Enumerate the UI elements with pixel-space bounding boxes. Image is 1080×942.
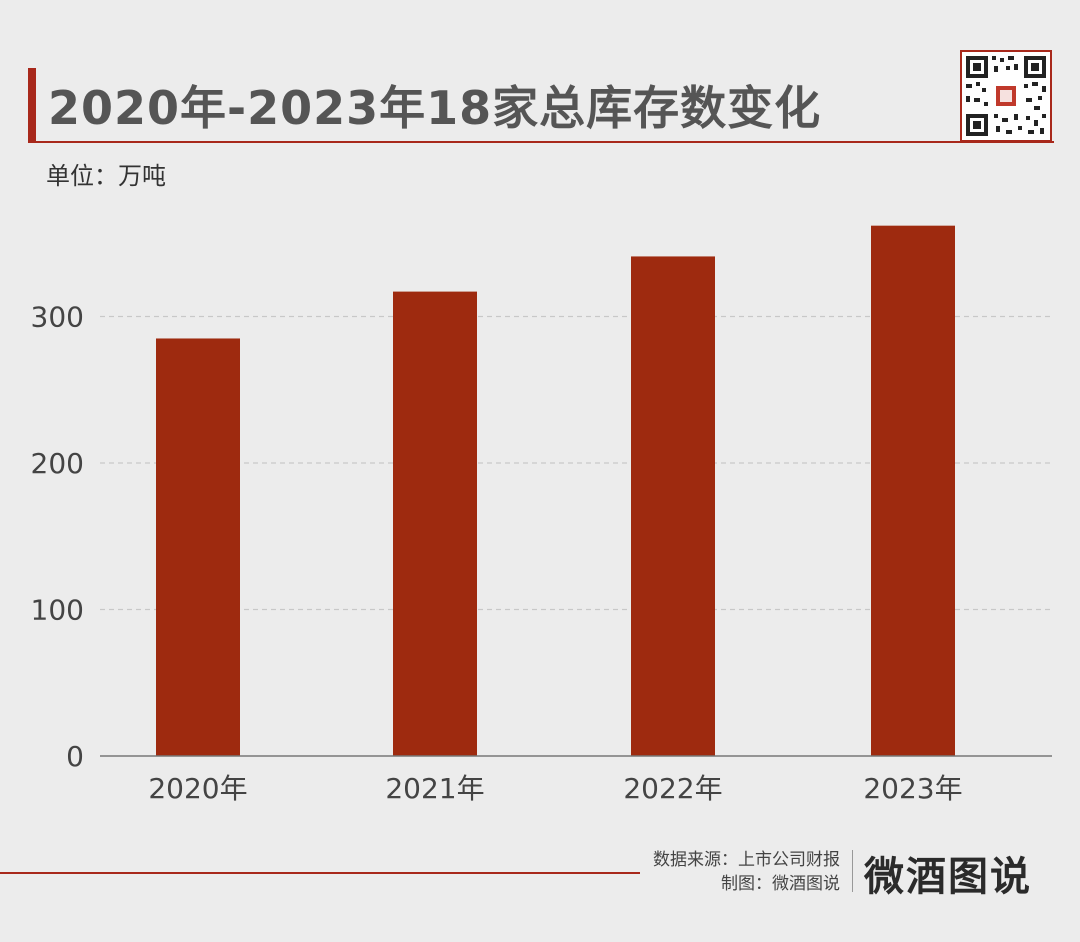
chart-credit-text: 制图：微酒图说 bbox=[721, 874, 840, 894]
title-underline bbox=[28, 141, 1054, 143]
data-source-text: 数据来源：上市公司财报 bbox=[653, 850, 840, 870]
x-tick-labels: 2020年 2021年 2022年 2023年 bbox=[148, 772, 962, 805]
footer-rule bbox=[0, 872, 640, 874]
page-title: 2020年-2023年18家总库存数变化 bbox=[48, 81, 822, 135]
brand-logo: 微酒图说 bbox=[864, 854, 1032, 900]
qr-code-graphic bbox=[966, 56, 1046, 136]
qr-code-icon bbox=[960, 50, 1052, 142]
x-tick-label: 2022年 bbox=[623, 772, 722, 805]
y-tick-label: 100 bbox=[31, 594, 84, 627]
footer-separator bbox=[852, 850, 853, 892]
bars bbox=[156, 225, 955, 757]
footer-credits: 数据来源：上市公司财报 制图：微酒图说 bbox=[600, 848, 840, 896]
bar-2023年 bbox=[871, 225, 955, 757]
y-tick-label: 300 bbox=[31, 301, 84, 334]
x-tick-label: 2021年 bbox=[385, 772, 484, 805]
bar-chart: 0 100 200 300 2020年 2021年 2022年 2023年 bbox=[31, 225, 1052, 805]
title-accent-bar bbox=[28, 68, 36, 142]
x-tick-label: 2020年 bbox=[148, 772, 247, 805]
x-tick-label: 2023年 bbox=[863, 772, 962, 805]
y-tick-label: 0 bbox=[66, 740, 84, 773]
y-tick-label: 200 bbox=[31, 447, 84, 480]
y-tick-labels: 0 100 200 300 bbox=[31, 301, 84, 774]
bar-2021年 bbox=[393, 291, 477, 756]
bar-2022年 bbox=[631, 256, 715, 756]
unit-label: 单位：万吨 bbox=[46, 162, 166, 190]
bar-2020年 bbox=[156, 338, 240, 756]
